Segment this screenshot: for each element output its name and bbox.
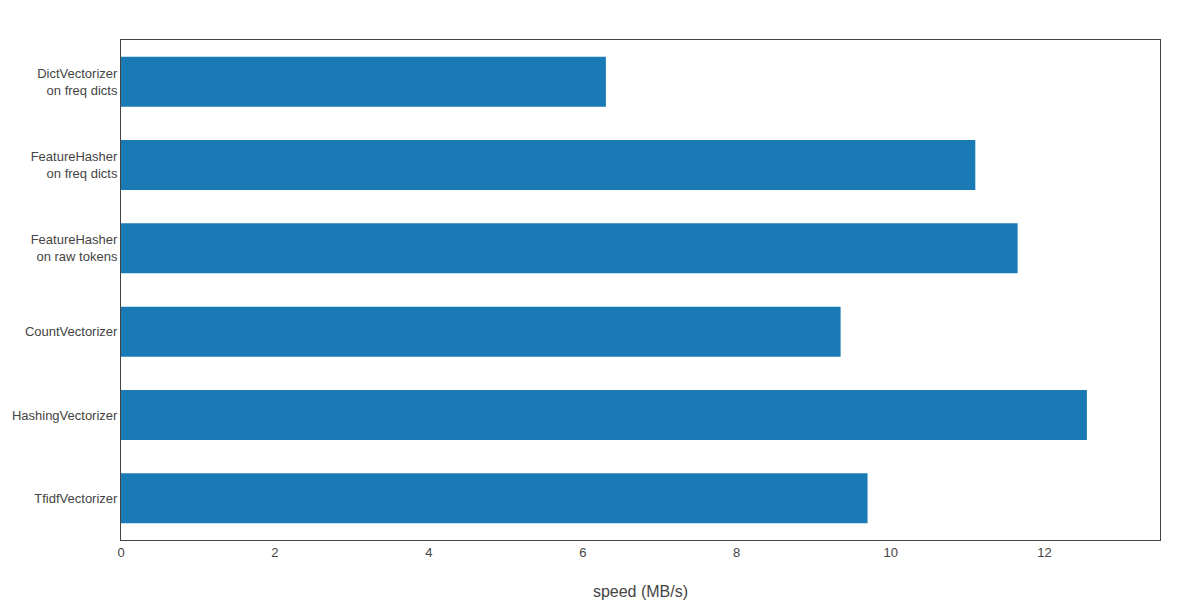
svg-text:FeatureHasher on raw tokens: FeatureHasher on raw tokens [31,232,118,264]
svg-text:6: 6 [579,545,586,560]
svg-text:8: 8 [733,545,740,560]
svg-text:4: 4 [425,545,432,560]
svg-text:FeatureHasher on freq dicts: FeatureHasher on freq dicts [31,149,118,181]
svg-text:CountVectorizer: CountVectorizer [25,324,118,339]
svg-text:TfidfVectorizer: TfidfVectorizer [34,491,118,506]
svg-text:0: 0 [117,545,124,560]
svg-text:DictVectorizer on freq dicts: DictVectorizer on freq dicts [37,66,118,98]
svg-text:2: 2 [271,545,278,560]
svg-text:10: 10 [883,545,897,560]
svg-text:speed (MB/s): speed (MB/s) [593,583,688,600]
svg-text:12: 12 [1037,545,1051,560]
svg-text:HashingVectorizer: HashingVectorizer [12,408,118,423]
